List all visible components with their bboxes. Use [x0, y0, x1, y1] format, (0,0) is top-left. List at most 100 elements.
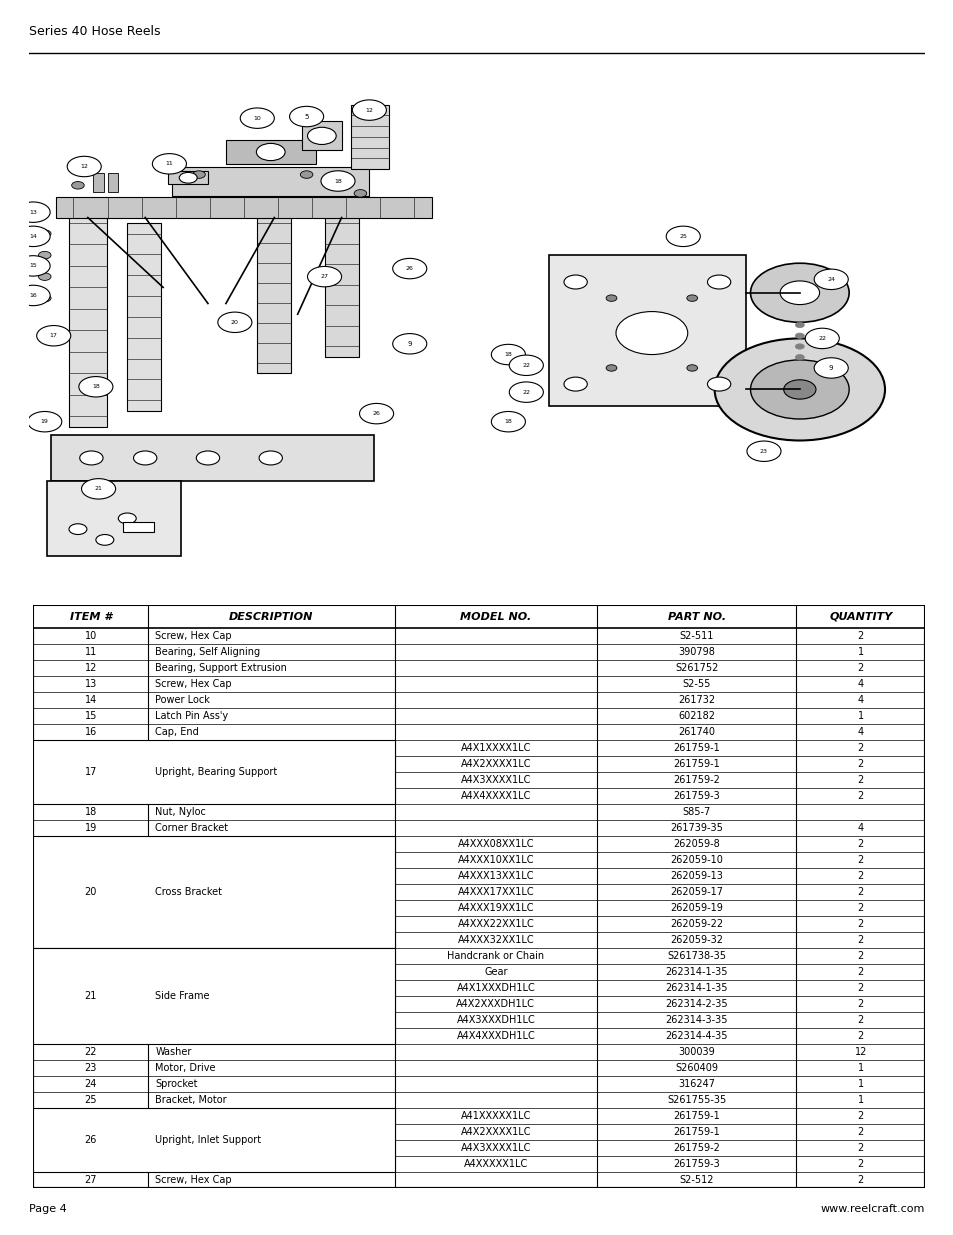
- Circle shape: [16, 285, 51, 305]
- Circle shape: [686, 364, 697, 372]
- Circle shape: [393, 258, 426, 279]
- Circle shape: [563, 377, 587, 391]
- Text: 22: 22: [818, 336, 825, 341]
- Circle shape: [240, 107, 274, 128]
- Text: 261759-2: 261759-2: [673, 1144, 720, 1153]
- Circle shape: [509, 356, 543, 375]
- Text: Motor, Drive: Motor, Drive: [155, 1063, 215, 1073]
- Text: 262314-2-35: 262314-2-35: [664, 999, 727, 1009]
- Bar: [51, 435, 374, 480]
- Text: A4X2XXXX1LC: A4X2XXXX1LC: [460, 1128, 531, 1137]
- Bar: [226, 140, 315, 164]
- Text: PART NO.: PART NO.: [667, 611, 725, 621]
- Text: 2: 2: [857, 1112, 863, 1121]
- Text: A4X3XXXX1LC: A4X3XXXX1LC: [460, 776, 531, 785]
- Text: S261752: S261752: [674, 663, 718, 673]
- Text: A4XXXXX1LC: A4XXXXX1LC: [463, 1160, 527, 1170]
- Text: 20: 20: [231, 320, 238, 325]
- Circle shape: [133, 451, 156, 464]
- Circle shape: [795, 322, 803, 327]
- Text: 26: 26: [373, 411, 380, 416]
- Circle shape: [686, 295, 697, 301]
- Text: 2: 2: [857, 631, 863, 641]
- Circle shape: [16, 226, 51, 247]
- Text: 2: 2: [857, 983, 863, 993]
- Circle shape: [605, 364, 617, 372]
- Bar: [33, 605, 924, 629]
- Text: 11: 11: [166, 162, 173, 167]
- Circle shape: [69, 524, 87, 535]
- Bar: [33, 836, 395, 948]
- Text: 262059-32: 262059-32: [669, 935, 722, 945]
- Text: 2: 2: [857, 1015, 863, 1025]
- Text: 1: 1: [857, 711, 863, 721]
- Text: 15: 15: [85, 711, 97, 721]
- Text: 602182: 602182: [678, 711, 715, 721]
- Circle shape: [354, 190, 366, 198]
- Text: 2: 2: [857, 999, 863, 1009]
- Text: 26: 26: [85, 1135, 97, 1145]
- Text: 26: 26: [405, 266, 414, 270]
- Text: Bearing, Support Extrusion: Bearing, Support Extrusion: [155, 663, 287, 673]
- Text: 2: 2: [857, 840, 863, 850]
- Text: 316247: 316247: [678, 1079, 715, 1089]
- Text: 17: 17: [85, 767, 97, 777]
- Text: MODEL NO.: MODEL NO.: [459, 611, 531, 621]
- Text: 13: 13: [85, 679, 97, 689]
- Text: S261755-35: S261755-35: [666, 1095, 725, 1105]
- Text: A4X1XXXDH1LC: A4X1XXXDH1LC: [456, 983, 535, 993]
- Text: 2: 2: [857, 743, 863, 753]
- Circle shape: [28, 411, 62, 432]
- Text: A4XXX19XX1LC: A4XXX19XX1LC: [457, 903, 534, 913]
- Circle shape: [38, 294, 51, 301]
- Text: 18: 18: [85, 808, 97, 818]
- Text: 2: 2: [857, 935, 863, 945]
- Text: 4: 4: [857, 695, 863, 705]
- Text: 27: 27: [85, 1174, 97, 1186]
- Text: 27: 27: [320, 274, 328, 279]
- Text: 2: 2: [857, 663, 863, 673]
- Text: 5: 5: [304, 114, 309, 120]
- Text: 22: 22: [85, 1047, 97, 1057]
- Text: Sprocket: Sprocket: [155, 1079, 197, 1089]
- Circle shape: [193, 170, 205, 178]
- Text: 18: 18: [334, 179, 341, 184]
- Circle shape: [118, 513, 136, 524]
- Bar: [47, 480, 181, 556]
- Text: 2: 2: [857, 871, 863, 882]
- Text: 261740: 261740: [678, 727, 715, 737]
- Text: Washer: Washer: [155, 1047, 192, 1057]
- Text: 4: 4: [857, 727, 863, 737]
- Text: 2: 2: [857, 1031, 863, 1041]
- Text: ITEM #: ITEM #: [70, 611, 112, 621]
- Circle shape: [750, 263, 848, 322]
- Circle shape: [491, 345, 525, 364]
- Circle shape: [509, 382, 543, 403]
- Text: Handcrank or Chain: Handcrank or Chain: [447, 951, 544, 961]
- Bar: [548, 256, 745, 405]
- Text: 2: 2: [857, 967, 863, 977]
- Text: 22: 22: [522, 390, 530, 395]
- Circle shape: [707, 275, 730, 289]
- Text: 24: 24: [85, 1079, 97, 1089]
- Text: 21: 21: [85, 992, 97, 1002]
- Bar: [33, 948, 395, 1044]
- Text: QUANTITY: QUANTITY: [828, 611, 891, 621]
- Text: 14: 14: [85, 695, 97, 705]
- Text: 4: 4: [857, 824, 863, 834]
- Text: 261759-1: 261759-1: [673, 1112, 720, 1121]
- Circle shape: [71, 182, 84, 189]
- Circle shape: [36, 326, 71, 346]
- Text: Screw, Hex Cap: Screw, Hex Cap: [155, 1174, 232, 1186]
- Text: 300039: 300039: [678, 1047, 714, 1057]
- Circle shape: [307, 267, 341, 287]
- Circle shape: [563, 275, 587, 289]
- Text: 2: 2: [857, 887, 863, 898]
- Text: Upright, Bearing Support: Upright, Bearing Support: [155, 767, 277, 777]
- Text: S261738-35: S261738-35: [666, 951, 725, 961]
- Text: 12: 12: [365, 107, 373, 112]
- Circle shape: [300, 170, 313, 178]
- Bar: [93, 173, 104, 191]
- Circle shape: [352, 100, 386, 120]
- Text: 262314-3-35: 262314-3-35: [664, 1015, 727, 1025]
